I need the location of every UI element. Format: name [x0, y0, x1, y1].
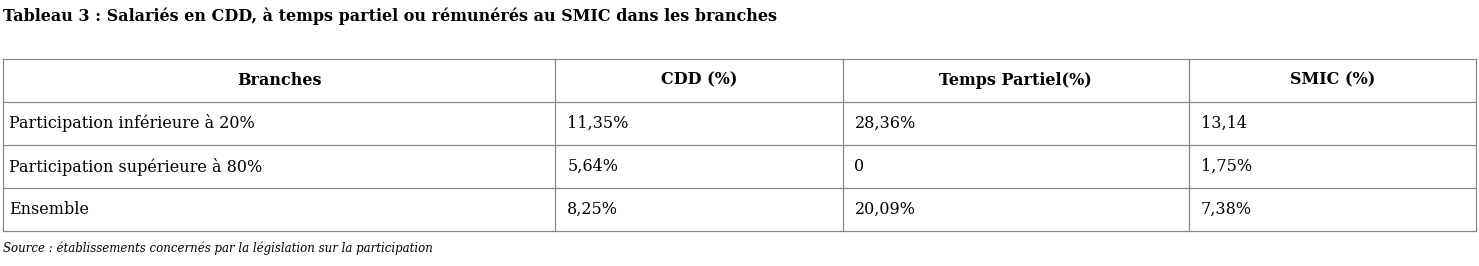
Text: Participation supérieure à 80%: Participation supérieure à 80% [9, 157, 262, 176]
Text: CDD (%): CDD (%) [661, 72, 737, 89]
Text: 28,36%: 28,36% [855, 115, 916, 132]
Text: 5,64%: 5,64% [568, 158, 618, 175]
Text: 1,75%: 1,75% [1201, 158, 1251, 175]
Text: 11,35%: 11,35% [568, 115, 629, 132]
Text: Participation inférieure à 20%: Participation inférieure à 20% [9, 114, 254, 132]
Text: Tableau 3 : Salariés en CDD, à temps partiel ou rémunérés au SMIC dans les branc: Tableau 3 : Salariés en CDD, à temps par… [3, 8, 776, 26]
Text: 20,09%: 20,09% [855, 201, 916, 218]
Text: 7,38%: 7,38% [1201, 201, 1251, 218]
Text: SMIC (%): SMIC (%) [1290, 72, 1375, 89]
Text: 0: 0 [855, 158, 865, 175]
Text: Branches: Branches [237, 72, 321, 89]
Text: 8,25%: 8,25% [568, 201, 618, 218]
Text: Temps Partiel(%): Temps Partiel(%) [939, 72, 1092, 89]
Text: Ensemble: Ensemble [9, 201, 89, 218]
Text: 13,14: 13,14 [1201, 115, 1247, 132]
Text: Source : établissements concernés par la législation sur la participation: Source : établissements concernés par la… [3, 242, 433, 255]
